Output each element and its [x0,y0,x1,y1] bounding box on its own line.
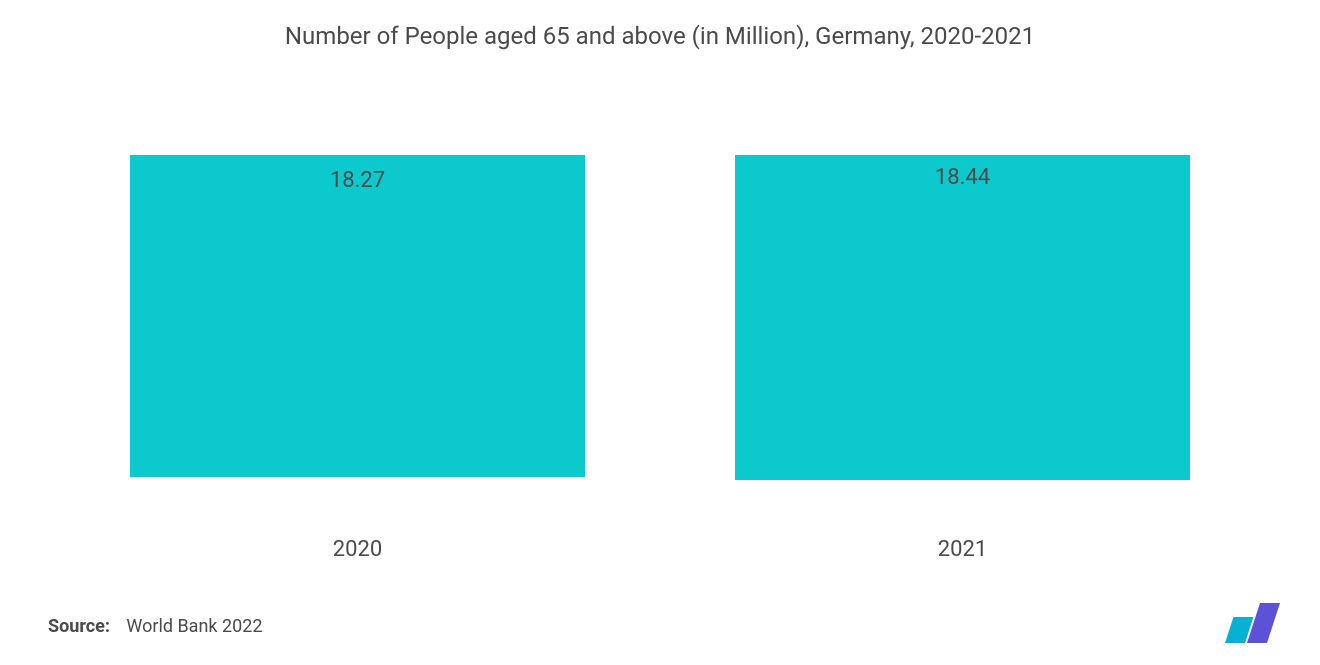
chart-title: Number of People aged 65 and above (in M… [0,0,1320,50]
bar-group-2021: 18.44 2021 [735,155,1190,525]
bar-label-2020: 2020 [333,537,382,562]
bar-2020 [130,155,585,477]
bar-2021 [735,155,1190,480]
plot-area: 18.27 2020 18.44 2021 [130,155,1190,525]
logo-bars [1225,603,1280,643]
bar-value-2021: 18.44 [935,165,990,190]
source-text: World Bank 2022 [126,616,262,637]
bar-group-2020: 18.27 2020 [130,155,585,525]
source-footer: Source: World Bank 2022 [48,616,262,637]
source-label: Source: [48,616,110,637]
brand-logo-icon [1218,603,1282,643]
bar-value-2020: 18.27 [330,168,385,193]
bar-label-2021: 2021 [938,537,987,562]
